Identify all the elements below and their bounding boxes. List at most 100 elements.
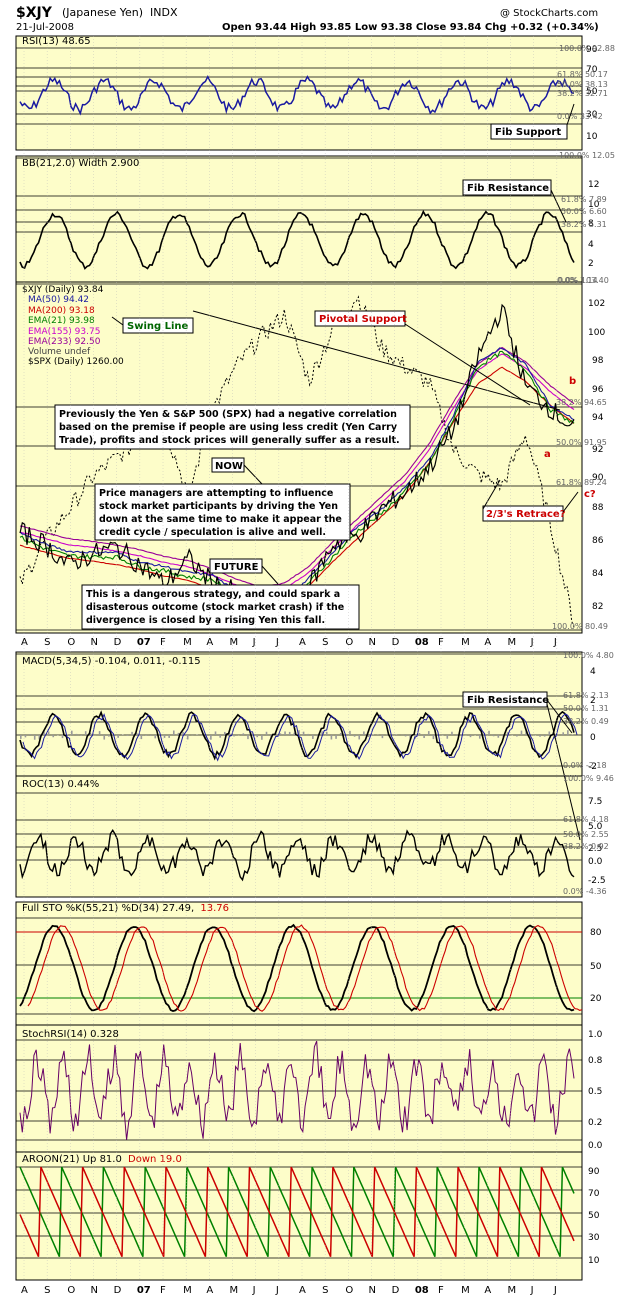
retrace-pointer-2 [562,491,579,513]
macd-histogram-bar [33,735,36,740]
swing-line [192,310,561,411]
fib-support-callout: Fib Support [490,123,568,140]
tick: 0 [590,733,596,743]
macd-histogram-bar [47,731,50,735]
wave-label-b: b [569,376,576,387]
month-label-top: S [44,637,50,648]
fib-label: 50.0% 38.13 [557,80,608,89]
panel-roc [15,775,583,898]
bbw-panel: BB(21,2.0) Width 2.900 12 10 8 6 4 2 100… [22,151,615,285]
panel-rsi [15,35,583,151]
sto-k-line [19,923,575,1013]
tick: -2 [588,762,597,772]
aroon-title-down: Down 19.0 [128,1154,182,1165]
macd-panel: MACD(5,34,5) -0.104, 0.011, -0.115 4 2 0… [22,651,614,841]
ema233-line [19,346,575,589]
legend-item: EMA(21) 93.98 [28,316,95,326]
macd-histogram-bar [265,731,268,735]
ohlc-readout: Open 93.44 High 93.85 Low 93.38 Close 93… [222,22,599,33]
macd-histogram-bar [325,731,328,735]
callout-text: Swing Line [127,321,189,332]
macd-histogram-bar [409,735,412,740]
note-line: based on the premise if people are using… [59,422,398,433]
month-label-top: F [438,637,444,648]
macd-histogram-bar [140,735,143,740]
tick: 0.8 [588,1056,603,1066]
macd-histogram-bar [381,735,384,739]
now-label: NOW [211,457,245,473]
macd-histogram-bar [20,735,22,739]
bbw-ticks: 12 10 8 6 4 2 [588,180,600,269]
macd-histogram-bar [131,731,133,735]
macd-histogram-bar [488,730,490,735]
macd-histogram-bar [307,733,310,735]
aroon-panel: AROON(21) Up 81.0 Down 19.0 90 70 50 30 … [22,1154,600,1266]
tick: 84 [592,569,604,579]
month-label-top: M [508,637,517,648]
tick: 90 [588,1167,600,1177]
macd-histogram-bar [103,735,106,740]
sto-title: Full STO %K(55,21) %D(34) 27.49, 13.76 [22,903,229,914]
fib-label: 61.8% 50.17 [557,70,608,79]
macd-histogram-bar [539,735,541,737]
macd-histogram-bar [312,735,314,739]
macd-histogram-bar [29,734,31,735]
macd-histogram-bar [154,735,157,739]
macd-histogram-bar [70,730,73,735]
tick: 5.0 [588,822,603,832]
sto-title-d: 13.76 [200,903,229,914]
macd-ticks: 4 2 0 -2 [588,667,597,772]
fib-label: 38.2% 0.92 [563,842,609,851]
fib-label: 100.0% 80.49 [552,622,608,631]
stochrsi-line [19,1040,575,1140]
month-label-bottom: A [299,1285,306,1296]
rsi-ticks: 90 70 50 30 10 [586,45,598,142]
macd-histogram-bar [553,735,555,739]
callout-text: 2/3's Retrace? [486,509,566,520]
fib-label: 61.8% 2.13 [563,691,609,700]
macd-histogram-bar [182,731,184,735]
retrace-pointer [482,479,501,510]
macd-histogram-bar [98,731,101,735]
macd-line [19,710,575,761]
macd-histogram-bar [284,731,286,735]
roc-fib-labels: 100.0% 9.46 61.8% 4.18 50.0% 2.55 38.2% … [563,774,614,896]
macd-histogram-bar [353,735,356,737]
fib-resistance-callout: Fib Resistance [462,179,552,196]
tick: -2.5 [588,876,606,886]
callout-pointer [550,189,567,223]
stochrsi-title: StochRSI(14) 0.328 [22,1029,119,1040]
month-label-top: 08 [415,637,429,648]
aroon-title-up: AROON(21) Up 81.0 [22,1154,122,1165]
tick: 88 [592,503,604,513]
panel-srsi [15,1024,583,1153]
tick: 80 [590,928,602,938]
macd-histogram-bar [149,735,152,736]
panel-frames [15,35,583,1281]
sto-title-main: Full STO %K(55,21) %D(34) 27.49, [22,903,194,914]
macd-histogram-bar [567,730,569,735]
macd-histogram-bar [367,735,370,737]
now-pointer [243,464,263,485]
month-label-bottom: A [484,1285,491,1296]
tick: 0.2 [588,1118,602,1128]
price-fib-labels: 0.0% 103.40 38.2% 94.65 50.0% 91.95 61.8… [552,276,609,631]
price-legend: $XJY (Daily) 93.84 MA(50) 94.42 MA(200) … [22,285,124,367]
aroon-up-line [19,1166,575,1258]
month-label-top: D [114,637,122,648]
future-label: FUTURE [209,558,263,574]
month-label-top: A [206,637,213,648]
future-pointer [261,565,279,585]
swing-line-pointer [111,316,124,326]
fib-label: 38.2% 0.49 [563,717,609,726]
macd-histogram-bar [330,735,333,740]
fib-label: 61.8% 7.89 [561,195,607,204]
month-label-bottom: M [508,1285,517,1296]
legend-item: $SPX (Daily) 1260.00 [28,357,124,367]
chart-date: 21-Jul-2008 [16,22,74,33]
month-label-bottom: F [160,1285,166,1296]
month-label-top: M [230,637,239,648]
macd-histogram-bar [451,731,453,735]
tick: 82 [592,602,603,612]
tick: 8 [588,219,594,229]
